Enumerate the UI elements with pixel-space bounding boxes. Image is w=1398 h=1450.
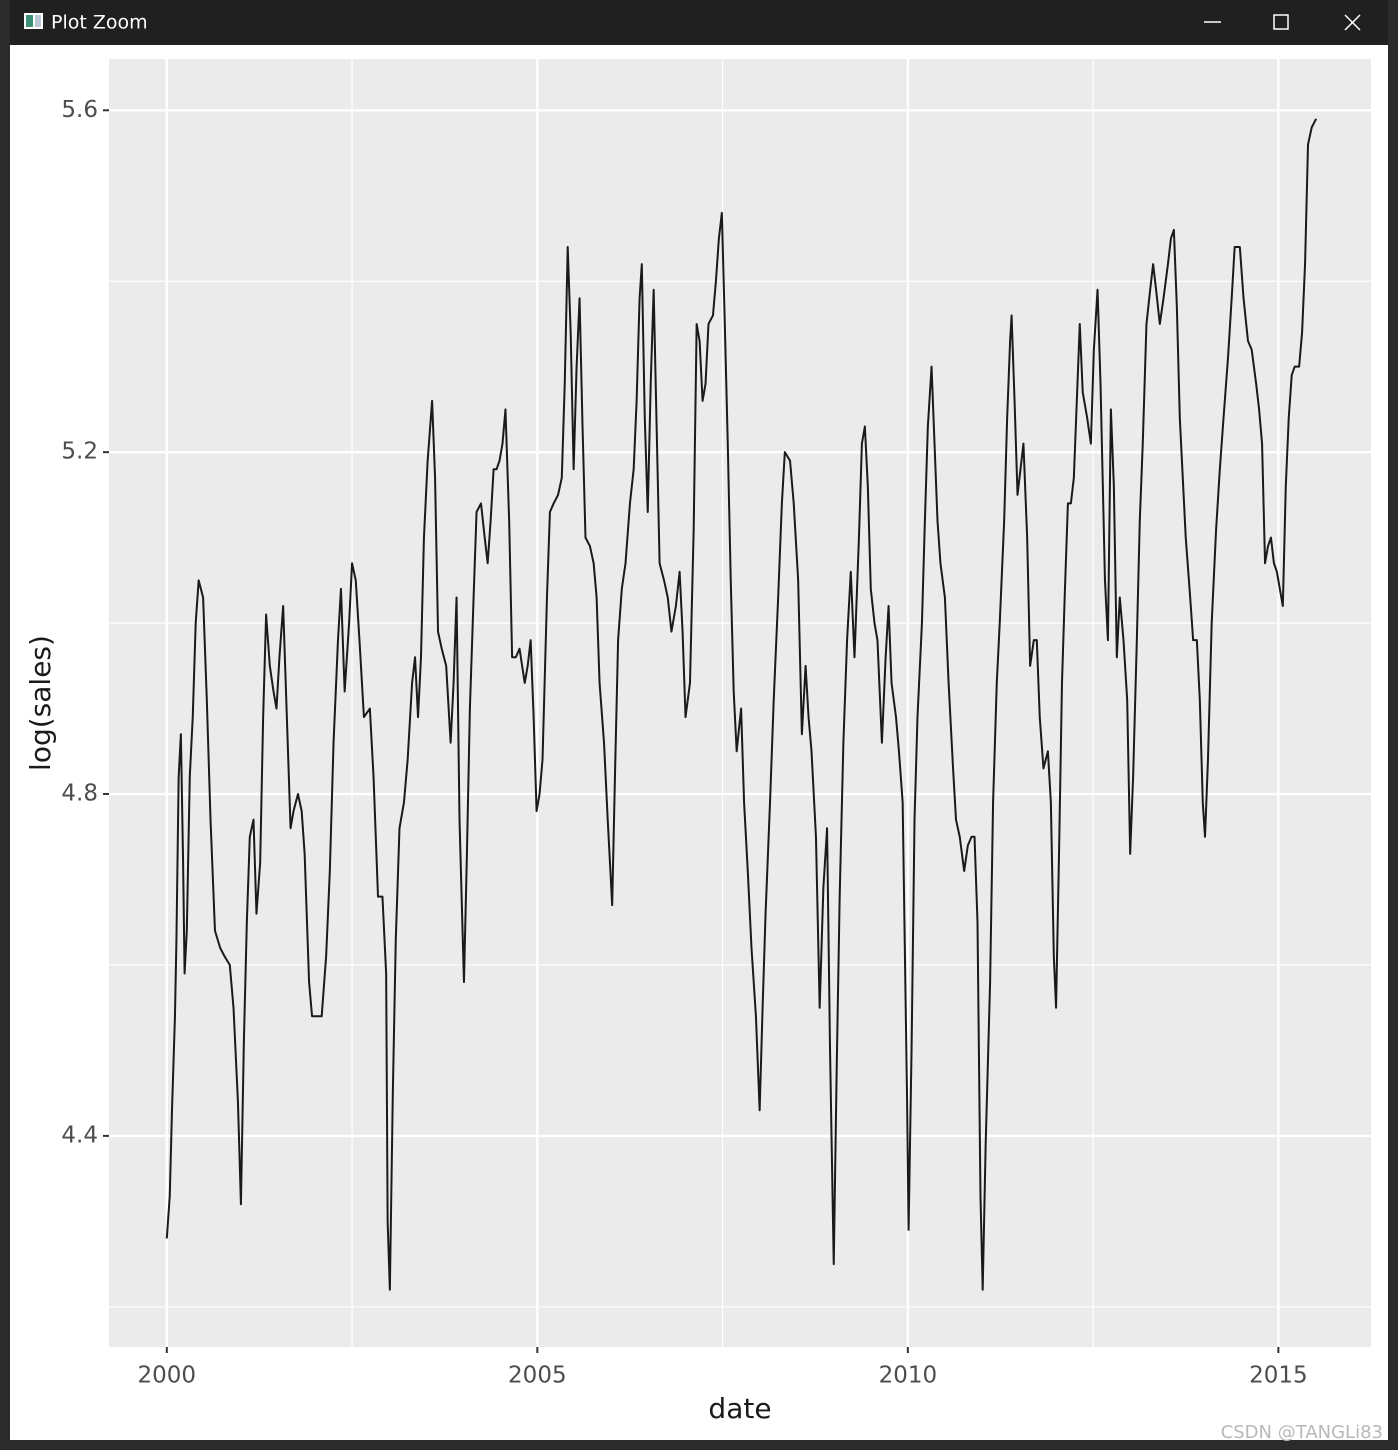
x-axis-label: date [708,1392,771,1425]
watermark: CSDN @TANGLi83 [1221,1422,1383,1443]
window-icon [24,13,43,29]
marks [165,118,1318,1291]
x-tick-label: 2005 [508,1363,567,1389]
x-tick-label: 2010 [879,1363,938,1389]
y-tick-label: 4.8 [61,781,98,807]
plot-panel [109,59,1371,1347]
data-line [165,118,1318,1291]
window-title: Plot Zoom [51,12,148,34]
axes: 4.4 4.8 5.2 5.6 2000 2005 2010 2015 [61,97,1307,1389]
y-tick-label: 4.4 [61,1122,98,1148]
x-tick-label: 2015 [1249,1363,1308,1389]
close-button[interactable] [1344,14,1361,31]
x-tick-label: 2000 [138,1363,197,1389]
title-bar [10,0,1388,45]
y-tick-label: 5.6 [61,97,98,123]
grid [109,59,1371,1347]
maximize-button[interactable] [1273,14,1289,30]
y-axis-label: log(sales) [24,635,57,771]
y-tick-label: 5.2 [61,439,98,465]
